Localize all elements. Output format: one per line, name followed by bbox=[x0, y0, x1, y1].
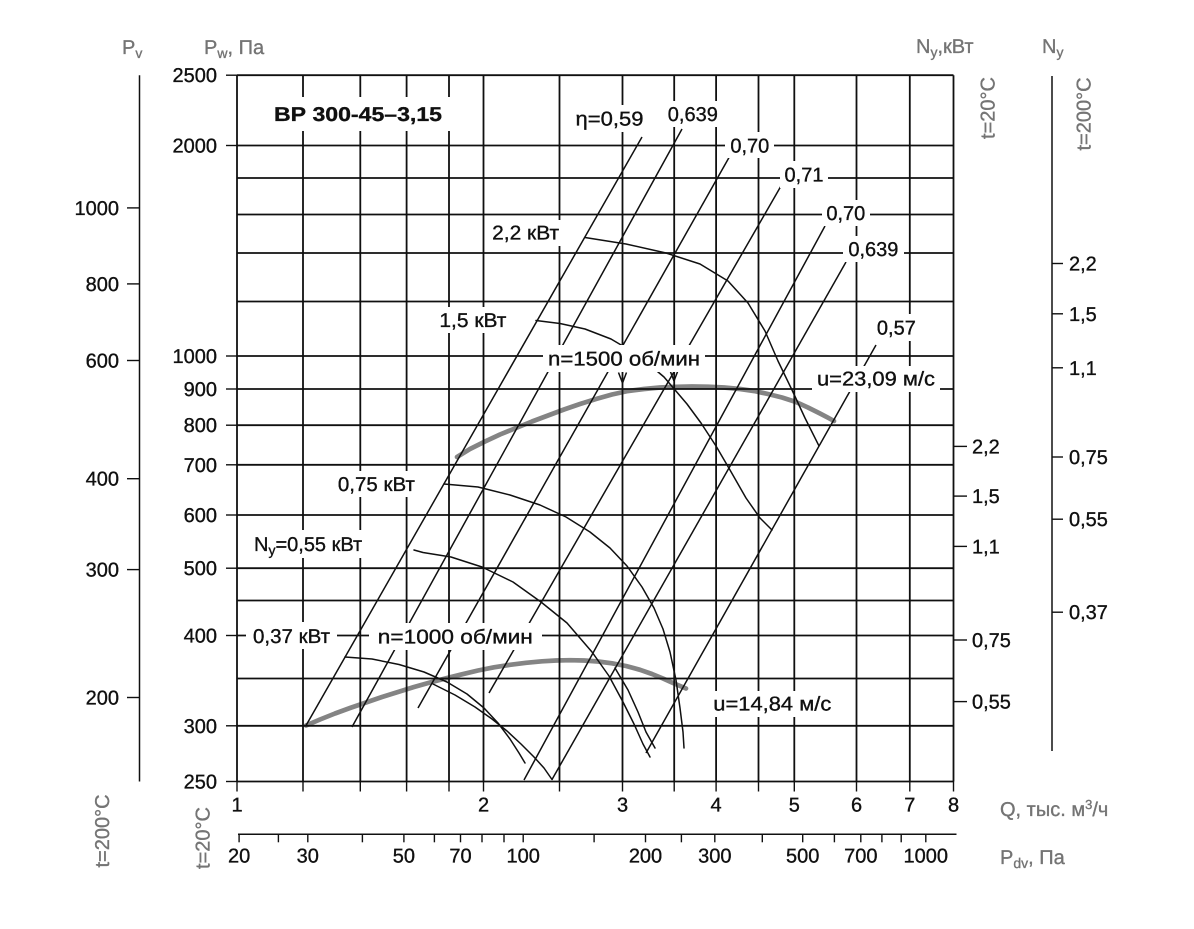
svg-text:8: 8 bbox=[948, 795, 959, 817]
svg-text:1000: 1000 bbox=[75, 198, 120, 220]
svg-text:t=20°C: t=20°C bbox=[192, 807, 214, 869]
svg-text:1,5: 1,5 bbox=[972, 486, 1000, 508]
svg-text:400: 400 bbox=[86, 469, 119, 491]
svg-text:1000: 1000 bbox=[173, 346, 218, 368]
svg-text:0,75 кВт: 0,75 кВт bbox=[338, 474, 415, 496]
svg-text:0,70: 0,70 bbox=[730, 135, 769, 157]
svg-text:900: 900 bbox=[184, 379, 217, 401]
svg-text:0,75: 0,75 bbox=[972, 630, 1011, 652]
svg-text:0,639: 0,639 bbox=[668, 104, 718, 126]
svg-text:2000: 2000 bbox=[173, 136, 218, 158]
svg-text:n=1000 об/мин: n=1000 об/мин bbox=[378, 627, 533, 649]
svg-text:0,37: 0,37 bbox=[1069, 602, 1108, 624]
svg-text:1,1: 1,1 bbox=[1069, 358, 1097, 380]
svg-text:500: 500 bbox=[786, 846, 819, 868]
svg-text:300: 300 bbox=[86, 560, 119, 582]
svg-text:1: 1 bbox=[231, 795, 242, 817]
svg-text:1,1: 1,1 bbox=[972, 536, 1000, 558]
svg-text:600: 600 bbox=[86, 351, 119, 373]
svg-text:t=20°C: t=20°C bbox=[977, 77, 999, 139]
svg-text:3: 3 bbox=[617, 795, 628, 817]
svg-text:n=1500 об/мин: n=1500 об/мин bbox=[548, 349, 700, 371]
svg-text:t=200°C: t=200°C bbox=[1073, 77, 1095, 150]
svg-text:t=200°C: t=200°C bbox=[92, 794, 114, 867]
svg-text:η=0,59: η=0,59 bbox=[576, 109, 644, 131]
svg-text:0,639: 0,639 bbox=[848, 239, 898, 261]
svg-text:6: 6 bbox=[851, 795, 862, 817]
svg-text:20: 20 bbox=[228, 846, 250, 868]
svg-text:1,5 кВт: 1,5 кВт bbox=[439, 310, 506, 332]
svg-text:0,37 кВт: 0,37 кВт bbox=[253, 626, 330, 648]
svg-text:5: 5 bbox=[789, 795, 800, 817]
svg-text:4: 4 bbox=[711, 795, 722, 817]
svg-text:250: 250 bbox=[184, 772, 217, 794]
svg-text:500: 500 bbox=[184, 558, 217, 580]
svg-text:30: 30 bbox=[297, 846, 319, 868]
svg-text:Pdv, Па: Pdv, Па bbox=[1000, 847, 1066, 871]
svg-text:1000: 1000 bbox=[904, 846, 949, 868]
svg-text:0,55: 0,55 bbox=[1069, 509, 1108, 531]
svg-text:300: 300 bbox=[184, 716, 217, 738]
svg-text:1,5: 1,5 bbox=[1069, 304, 1097, 326]
svg-text:800: 800 bbox=[184, 415, 217, 437]
svg-text:200: 200 bbox=[86, 688, 119, 710]
svg-text:600: 600 bbox=[184, 505, 217, 527]
svg-text:100: 100 bbox=[507, 846, 540, 868]
svg-text:0,55: 0,55 bbox=[972, 692, 1011, 714]
svg-text:0,75: 0,75 bbox=[1069, 447, 1108, 469]
svg-text:2500: 2500 bbox=[173, 65, 218, 87]
svg-text:50: 50 bbox=[393, 846, 415, 868]
svg-text:2,2 кВт: 2,2 кВт bbox=[492, 223, 559, 245]
svg-text:800: 800 bbox=[86, 274, 119, 296]
svg-text:2,2: 2,2 bbox=[1069, 254, 1097, 276]
svg-text:7: 7 bbox=[904, 795, 915, 817]
svg-text:2: 2 bbox=[478, 795, 489, 817]
svg-text:70: 70 bbox=[449, 846, 471, 868]
svg-text:Pw, Па: Pw, Па bbox=[204, 37, 265, 61]
svg-text:700: 700 bbox=[184, 455, 217, 477]
svg-text:400: 400 bbox=[184, 626, 217, 648]
svg-text:Nу,кВт: Nу,кВт bbox=[916, 36, 974, 60]
svg-text:u=23,09 м/с: u=23,09 м/с bbox=[817, 369, 935, 391]
svg-text:2,2: 2,2 bbox=[972, 436, 1000, 458]
svg-text:0,71: 0,71 bbox=[785, 165, 824, 187]
svg-text:200: 200 bbox=[629, 846, 662, 868]
svg-text:ВР 300-45–3,15: ВР 300-45–3,15 bbox=[274, 104, 442, 126]
svg-text:u=14,84 м/с: u=14,84 м/с bbox=[713, 693, 831, 715]
svg-text:300: 300 bbox=[698, 846, 731, 868]
svg-text:0,57: 0,57 bbox=[877, 318, 916, 340]
svg-text:700: 700 bbox=[844, 846, 877, 868]
svg-text:Q, тыс. м3/ч: Q, тыс. м3/ч bbox=[1000, 797, 1108, 821]
svg-text:0,70: 0,70 bbox=[826, 203, 865, 225]
